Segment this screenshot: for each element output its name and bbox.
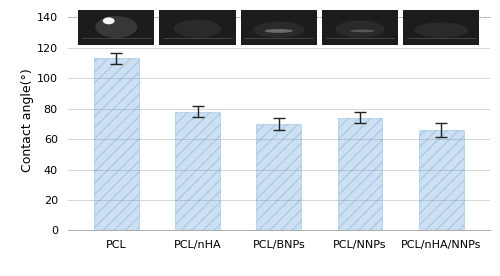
Bar xyxy=(94,59,138,230)
Bar xyxy=(256,124,301,230)
Y-axis label: Contact angle(°): Contact angle(°) xyxy=(21,68,34,172)
FancyBboxPatch shape xyxy=(322,10,398,46)
Ellipse shape xyxy=(103,17,115,24)
Bar xyxy=(419,130,464,230)
Bar xyxy=(175,112,220,230)
FancyBboxPatch shape xyxy=(78,10,154,46)
Ellipse shape xyxy=(174,20,221,38)
Bar xyxy=(338,118,382,230)
Ellipse shape xyxy=(414,22,468,38)
FancyBboxPatch shape xyxy=(240,10,317,46)
FancyBboxPatch shape xyxy=(160,10,236,46)
Ellipse shape xyxy=(335,20,385,38)
Ellipse shape xyxy=(264,29,293,33)
Ellipse shape xyxy=(253,22,304,38)
FancyBboxPatch shape xyxy=(403,10,479,46)
Ellipse shape xyxy=(95,16,138,38)
Ellipse shape xyxy=(350,30,375,32)
